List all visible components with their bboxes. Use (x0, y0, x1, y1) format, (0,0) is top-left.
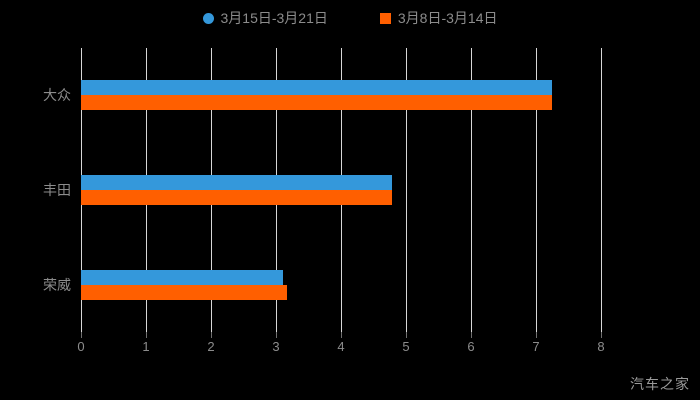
bar[interactable] (81, 190, 392, 205)
watermark: 汽车之家 (630, 376, 690, 392)
x-axis: 0 1 2 3 4 5 6 7 8 (77, 332, 605, 358)
gridline-x-7 (536, 48, 537, 332)
x-axis-tick-label: 7 (532, 339, 540, 354)
plot-area: 大众 丰田 荣威 (43, 48, 602, 332)
x-axis-tick-8 (601, 332, 602, 338)
x-axis-tick-label: 8 (597, 339, 605, 354)
x-axis-tick-label: 4 (337, 339, 345, 354)
x-axis-tick-0 (81, 332, 82, 338)
legend-item-label: 3月8日-3月14日 (397, 10, 498, 26)
x-axis-tick-label: 0 (77, 339, 85, 354)
x-axis-tick-label: 3 (272, 339, 280, 354)
bar[interactable] (81, 269, 283, 285)
y-axis-category-label: 丰田 (43, 182, 71, 198)
gridline-x-6 (471, 48, 472, 332)
x-axis-tick-4 (341, 332, 342, 338)
bar[interactable] (81, 284, 288, 300)
x-axis-tick-label: 2 (207, 339, 215, 354)
bar[interactable] (81, 95, 553, 111)
x-axis-tick-6 (471, 332, 472, 338)
circle-marker-icon (202, 12, 214, 24)
gridline-x-5 (406, 48, 407, 332)
x-axis-tick-label: 6 (467, 339, 475, 354)
x-axis-tick-3 (276, 332, 277, 338)
x-axis-tick-label: 1 (142, 339, 150, 354)
y-axis-category-label: 大众 (43, 87, 71, 104)
x-axis-tick-2 (211, 332, 212, 338)
bar[interactable] (81, 80, 553, 96)
legend-item-0[interactable]: 3月15日-3月21日 (202, 6, 328, 30)
gridline-x-8 (601, 48, 602, 332)
chart-legend: 3月15日-3月21日 3月8日-3月14日 (0, 6, 700, 30)
x-axis-tick-1 (146, 332, 147, 338)
x-axis-tick-7 (536, 332, 537, 338)
legend-item-1[interactable]: 3月8日-3月14日 (379, 6, 498, 30)
y-axis-category-label: 荣威 (43, 276, 71, 293)
legend-item-label: 3月15日-3月21日 (220, 10, 328, 26)
square-marker-icon (379, 12, 391, 24)
x-axis-tick-label: 5 (402, 339, 410, 354)
x-axis-tick-5 (406, 332, 407, 338)
bar[interactable] (81, 175, 392, 190)
